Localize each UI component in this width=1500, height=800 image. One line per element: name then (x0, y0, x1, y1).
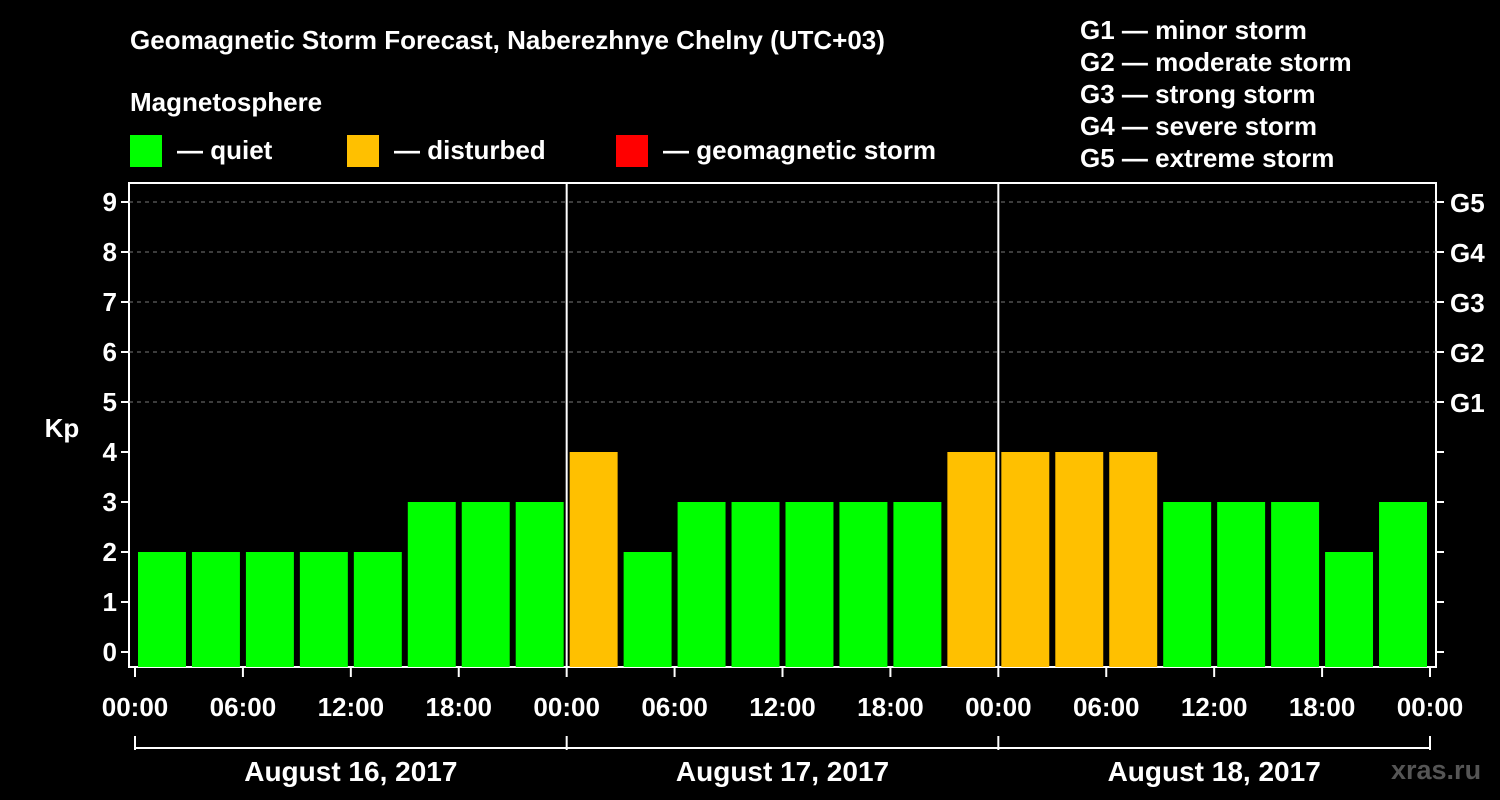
kp-bar (1271, 502, 1320, 667)
storm-scale-g3: G3 — strong storm (1080, 79, 1316, 109)
x-tick-label: 00:00 (965, 692, 1032, 722)
kp-bar (947, 452, 996, 667)
legend-label-storm: — geomagnetic storm (663, 135, 937, 165)
chart-title: Geomagnetic Storm Forecast, Naberezhnye … (130, 25, 885, 55)
x-tick-label: 06:00 (1073, 692, 1140, 722)
legend-swatch-storm (616, 135, 648, 167)
y-tick-label: 6 (103, 337, 117, 367)
x-tick-label: 06:00 (210, 692, 277, 722)
storm-scale-g5: G5 — extreme storm (1080, 143, 1335, 173)
x-tick-label: 00:00 (533, 692, 600, 722)
y-tick-label: 0 (103, 637, 117, 667)
x-tick-label: 12:00 (318, 692, 385, 722)
kp-bar (515, 502, 564, 667)
legend-heading: Magnetosphere (130, 87, 323, 117)
x-tick-label: 00:00 (1397, 692, 1464, 722)
y-tick-label: 8 (103, 237, 117, 267)
kp-bar (677, 502, 726, 667)
y-tick-label: 3 (103, 487, 117, 517)
kp-bar (1001, 452, 1050, 667)
legend-swatch-quiet (130, 135, 162, 167)
kp-bar (785, 502, 834, 667)
storm-level-label: G4 (1450, 238, 1485, 268)
kp-bar (731, 502, 780, 667)
kp-bar (1055, 452, 1104, 667)
kp-bar (1217, 502, 1266, 667)
legend-label-quiet: — quiet (177, 135, 273, 165)
y-tick-label: 2 (103, 537, 117, 567)
x-tick-label: 12:00 (749, 692, 816, 722)
y-tick-label: 7 (103, 287, 117, 317)
day-label: August 16, 2017 (244, 756, 457, 787)
x-tick-label: 18:00 (1289, 692, 1356, 722)
legend-swatch-disturbed (347, 135, 379, 167)
kp-bar (1379, 502, 1427, 667)
kp-bar (839, 502, 888, 667)
storm-level-label: G3 (1450, 288, 1485, 318)
kp-bar (353, 552, 402, 667)
x-tick-label: 18:00 (857, 692, 924, 722)
kp-bar (623, 552, 672, 667)
x-tick-label: 18:00 (426, 692, 493, 722)
storm-level-label: G5 (1450, 188, 1485, 218)
storm-level-label: G2 (1450, 338, 1485, 368)
kp-bar (1163, 502, 1212, 667)
day-label: August 17, 2017 (676, 756, 889, 787)
watermark: xras.ru (1391, 755, 1482, 785)
y-tick-label: 9 (103, 187, 117, 217)
day-label: August 18, 2017 (1108, 756, 1321, 787)
kp-bar (245, 552, 294, 667)
storm-scale-g2: G2 — moderate storm (1080, 47, 1352, 77)
storm-level-label: G1 (1450, 388, 1485, 418)
x-tick-label: 00:00 (102, 692, 169, 722)
kp-bar (299, 552, 348, 667)
storm-scale-g1: G1 — minor storm (1080, 15, 1307, 45)
y-tick-label: 5 (103, 387, 117, 417)
kp-bar (893, 502, 942, 667)
kp-bar (138, 552, 186, 667)
x-tick-label: 12:00 (1181, 692, 1248, 722)
x-tick-label: 06:00 (641, 692, 708, 722)
kp-bar (191, 552, 240, 667)
legend-label-disturbed: — disturbed (394, 135, 546, 165)
kp-bar (1109, 452, 1158, 667)
y-tick-label: 1 (103, 587, 117, 617)
kp-bar (1325, 552, 1374, 667)
y-axis-label: Kp (45, 413, 80, 443)
kp-bar (461, 502, 510, 667)
kp-bar (569, 452, 618, 667)
storm-scale-g4: G4 — severe storm (1080, 111, 1318, 141)
kp-bar (407, 502, 456, 667)
y-tick-label: 4 (103, 437, 118, 467)
